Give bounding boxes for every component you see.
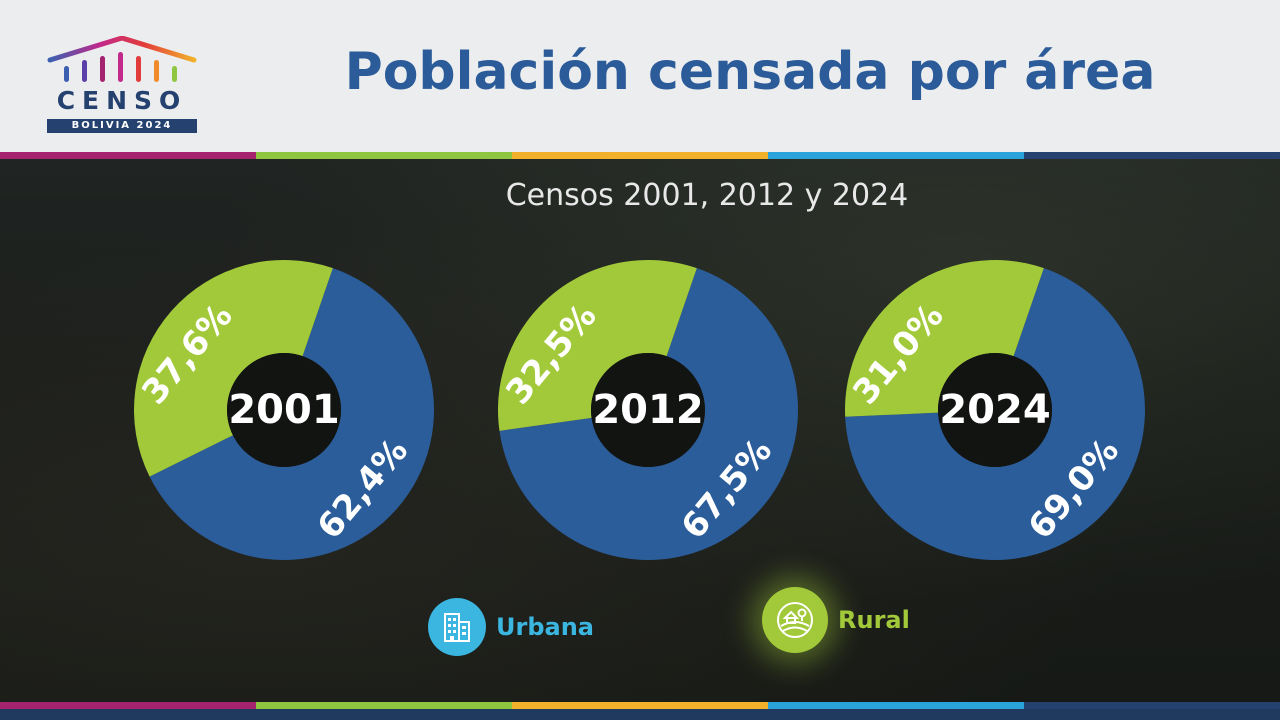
legend-rural: Rural bbox=[762, 587, 910, 653]
color-stripe-bottom bbox=[0, 702, 1280, 709]
bottom-band bbox=[0, 709, 1280, 720]
color-stripe-top bbox=[0, 152, 1280, 159]
donut-slice-rural-2024 bbox=[844, 259, 1044, 417]
logo-word: CENSO bbox=[56, 86, 188, 115]
donut-slice-rural-2001 bbox=[134, 259, 333, 477]
page-title: Población censada por área bbox=[344, 42, 1156, 102]
header bbox=[0, 0, 1280, 152]
donut-hole-2024 bbox=[938, 353, 1052, 467]
donut-slice-urbana-2024 bbox=[845, 268, 1145, 560]
donut-center-year-2001: 2001 bbox=[228, 387, 339, 433]
donut-slice-rural-2012 bbox=[497, 259, 697, 431]
field-icon bbox=[762, 587, 828, 653]
censo-roof-icon bbox=[47, 36, 197, 82]
donut-slice-urbana-2001 bbox=[149, 268, 434, 560]
building-icon bbox=[428, 598, 486, 656]
donut-hole-2001 bbox=[227, 353, 341, 467]
legend-label-urbana: Urbana bbox=[496, 613, 594, 641]
donut-center-year-2012: 2012 bbox=[592, 387, 703, 433]
donut-center-year-2024: 2024 bbox=[939, 387, 1050, 433]
legend-urbana: Urbana bbox=[428, 598, 594, 656]
chart-subtitle: Censos 2001, 2012 y 2024 bbox=[505, 178, 909, 213]
logo-subtitle: BOLIVIA 2024 bbox=[47, 119, 197, 133]
donut-slice-urbana-2012 bbox=[499, 268, 798, 560]
donut-hole-2012 bbox=[591, 353, 705, 467]
censo-logo: CENSO BOLIVIA 2024 bbox=[44, 36, 200, 136]
legend-label-rural: Rural bbox=[838, 606, 910, 634]
